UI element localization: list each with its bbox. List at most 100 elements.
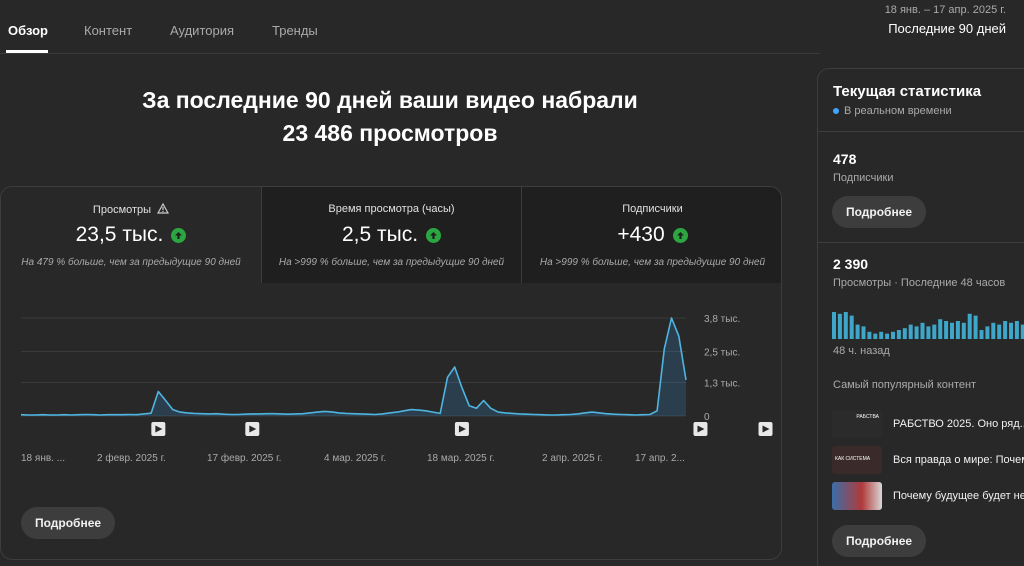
metric-subscribers-note: На >999 % больше, чем за предыдущие 90 д… bbox=[539, 257, 766, 268]
mini-bar bbox=[902, 328, 907, 339]
x-tick-label: 18 мар. 2025 г. bbox=[427, 453, 495, 464]
y-tick-label: 1,3 тыс. bbox=[704, 378, 740, 389]
tab-content[interactable]: Контент bbox=[84, 23, 133, 38]
arrow-up-icon bbox=[426, 227, 442, 243]
mini-bar bbox=[967, 313, 972, 339]
video-upload-marker[interactable] bbox=[151, 422, 166, 436]
video-thumbnail: РАБСТВА bbox=[832, 410, 882, 438]
mini-bar bbox=[938, 319, 943, 339]
mini-bar bbox=[979, 330, 984, 339]
thumbnail-text: РАБСТВА bbox=[856, 414, 879, 420]
video-upload-marker[interactable] bbox=[693, 422, 708, 436]
metric-subscribers-label: Подписчики bbox=[622, 203, 683, 215]
arrow-up-icon bbox=[672, 227, 688, 243]
x-tick-label: 17 февр. 2025 г. bbox=[207, 452, 281, 464]
mini-bar bbox=[885, 333, 890, 339]
headline-line1: За последние 90 дней ваши видео набрали bbox=[142, 87, 638, 113]
video-upload-marker[interactable] bbox=[454, 422, 469, 436]
x-tick-label: 4 мар. 2025 г. bbox=[324, 453, 386, 464]
mini-bar bbox=[991, 322, 996, 339]
metric-views-note: На 479 % больше, чем за предыдущие 90 дн… bbox=[21, 257, 241, 268]
live-dot-icon bbox=[833, 108, 839, 114]
video-title: Вся правда о мире: Почем... bbox=[893, 454, 1024, 466]
mini-bar bbox=[849, 315, 854, 339]
metric-watchtime-value: 2,5 тыс. bbox=[341, 223, 419, 246]
video-thumbnail: КАК СИСТЕМА bbox=[832, 446, 882, 474]
mini-bar bbox=[879, 331, 884, 339]
metric-watchtime-note: На >999 % больше, чем за предыдущие 90 д… bbox=[278, 257, 505, 268]
mini-bar bbox=[1020, 324, 1024, 339]
divider bbox=[818, 131, 1024, 132]
x-tick-label: 17 апр. 2... bbox=[635, 453, 685, 464]
mini-bar bbox=[914, 326, 919, 339]
metric-tab-watchtime[interactable]: Время просмотра (часы) 2,5 тыс. На >999 … bbox=[261, 187, 521, 283]
mini-bar bbox=[832, 312, 836, 339]
mini-bar bbox=[843, 312, 848, 339]
mini-bar bbox=[926, 326, 931, 339]
page-headline: За последние 90 дней ваши видео набрали … bbox=[0, 84, 780, 150]
y-tick-label: 3,8 тыс. bbox=[704, 314, 740, 325]
popular-content-label: Самый популярный контент bbox=[833, 379, 977, 391]
video-upload-marker[interactable] bbox=[245, 422, 260, 436]
metric-views-label-row: Просмотры bbox=[1, 203, 261, 217]
realtime-label: В реальном времени bbox=[844, 105, 952, 117]
mini-bar bbox=[944, 321, 949, 339]
video-item[interactable]: Почему будущее будет не... bbox=[832, 482, 1024, 510]
mini-bar bbox=[985, 326, 990, 339]
mini-bar bbox=[1014, 321, 1019, 339]
date-range-period: Последние 90 дней bbox=[888, 21, 1006, 36]
x-tick-label: 18 янв. ... bbox=[21, 453, 65, 464]
divider bbox=[818, 242, 1024, 243]
date-range-selector[interactable]: 18 янв. – 17 апр. 2025 г. Последние 90 д… bbox=[885, 4, 1006, 36]
realtime-indicator: В реальном времени bbox=[833, 105, 952, 117]
realtime-panel: Текущая статистика В реальном времени 47… bbox=[817, 68, 1024, 566]
tab-trends[interactable]: Тренды bbox=[272, 23, 318, 38]
active-tab-indicator bbox=[6, 50, 48, 53]
x-tick-label: 2 февр. 2025 г. bbox=[97, 452, 166, 464]
mini-bar bbox=[908, 324, 913, 339]
metric-views-label: Просмотры bbox=[92, 204, 152, 216]
mini-bar bbox=[955, 321, 960, 339]
content-more-button[interactable]: Подробнее bbox=[832, 525, 926, 557]
views-48h-bars[interactable] bbox=[832, 303, 1024, 339]
views-chart[interactable]: 3,8 тыс. 2,5 тыс. 1,3 тыс. 0 18 янв. ... 2 фе… bbox=[1, 283, 782, 483]
mini-bar bbox=[896, 330, 901, 339]
thumbnail-text: КАК СИСТЕМА bbox=[835, 456, 871, 462]
date-range-dates: 18 янв. – 17 апр. 2025 г. bbox=[884, 4, 1006, 16]
video-title: Почему будущее будет не... bbox=[893, 490, 1024, 502]
subscribers-more-button[interactable]: Подробнее bbox=[832, 196, 926, 228]
warning-icon[interactable] bbox=[157, 203, 170, 214]
mini-bar bbox=[867, 331, 872, 339]
subscribers-count: 478 bbox=[833, 151, 857, 167]
mini-chart-caption: 48 ч. назад bbox=[833, 345, 890, 357]
mini-bar bbox=[873, 333, 878, 339]
video-item[interactable]: РАБСТВА РАБСТВО 2025. Оно ряд... bbox=[832, 410, 1024, 438]
metric-subscribers-value: +430 bbox=[617, 223, 665, 246]
metric-tab-views[interactable]: Просмотры 23,5 тыс. На 479 % больше, чем… bbox=[1, 187, 261, 283]
tab-overview[interactable]: Обзор bbox=[8, 23, 48, 38]
overview-card: Просмотры 23,5 тыс. На 479 % больше, чем… bbox=[0, 186, 782, 560]
views-series-line bbox=[20, 317, 687, 416]
mini-bar bbox=[1003, 321, 1008, 339]
metric-watchtime-label: Время просмотра (часы) bbox=[328, 203, 455, 215]
metric-subscribers-value-row: +430 bbox=[522, 222, 781, 248]
metric-tab-subscribers[interactable]: Подписчики +430 На >999 % больше, чем за… bbox=[521, 187, 781, 283]
video-item[interactable]: КАК СИСТЕМА Вся правда о мире: Почем... bbox=[832, 446, 1024, 474]
views-48h-count: 2 390 bbox=[833, 256, 869, 272]
headline-line2: 23 486 просмотров bbox=[282, 120, 498, 146]
realtime-title: Текущая статистика bbox=[833, 83, 982, 100]
x-tick-label: 2 апр. 2025 г. bbox=[542, 453, 603, 464]
mini-bar bbox=[855, 324, 860, 339]
mini-bar bbox=[891, 331, 895, 339]
mini-bar bbox=[950, 322, 954, 339]
y-tick-label: 0 bbox=[704, 412, 710, 423]
tab-audience[interactable]: Аудитория bbox=[170, 23, 235, 38]
views-48h-label: Просмотры · Последние 48 часов bbox=[833, 277, 1006, 289]
more-button[interactable]: Подробнее bbox=[21, 507, 115, 539]
subscribers-label: Подписчики bbox=[833, 172, 894, 184]
mini-bar bbox=[932, 324, 937, 339]
mini-bar bbox=[973, 315, 978, 339]
metric-views-value-row: 23,5 тыс. bbox=[1, 222, 261, 248]
views-area-fill bbox=[21, 318, 686, 416]
video-upload-marker[interactable] bbox=[758, 422, 773, 436]
